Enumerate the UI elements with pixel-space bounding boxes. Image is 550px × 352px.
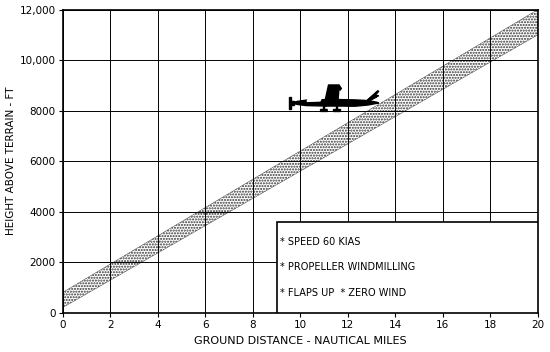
- Polygon shape: [291, 100, 379, 106]
- Polygon shape: [368, 95, 379, 100]
- Polygon shape: [324, 90, 332, 106]
- Polygon shape: [291, 101, 294, 105]
- Y-axis label: HEIGHT ABOVE TERRAIN - FT: HEIGHT ABOVE TERRAIN - FT: [6, 87, 15, 235]
- Polygon shape: [321, 109, 327, 112]
- Polygon shape: [328, 85, 342, 90]
- Polygon shape: [323, 106, 324, 110]
- Polygon shape: [333, 109, 340, 112]
- Polygon shape: [325, 85, 339, 100]
- Polygon shape: [368, 96, 377, 101]
- X-axis label: GROUND DISTANCE - NAUTICAL MILES: GROUND DISTANCE - NAUTICAL MILES: [194, 337, 406, 346]
- Polygon shape: [336, 106, 337, 110]
- Polygon shape: [368, 91, 379, 101]
- Polygon shape: [307, 99, 321, 101]
- Polygon shape: [289, 96, 291, 109]
- FancyBboxPatch shape: [277, 222, 538, 313]
- Text: * PROPELLER WINDMILLING: * PROPELLER WINDMILLING: [280, 262, 415, 272]
- Text: * FLAPS UP  * ZERO WIND: * FLAPS UP * ZERO WIND: [280, 288, 406, 297]
- Text: * SPEED 60 KIAS: * SPEED 60 KIAS: [280, 237, 360, 247]
